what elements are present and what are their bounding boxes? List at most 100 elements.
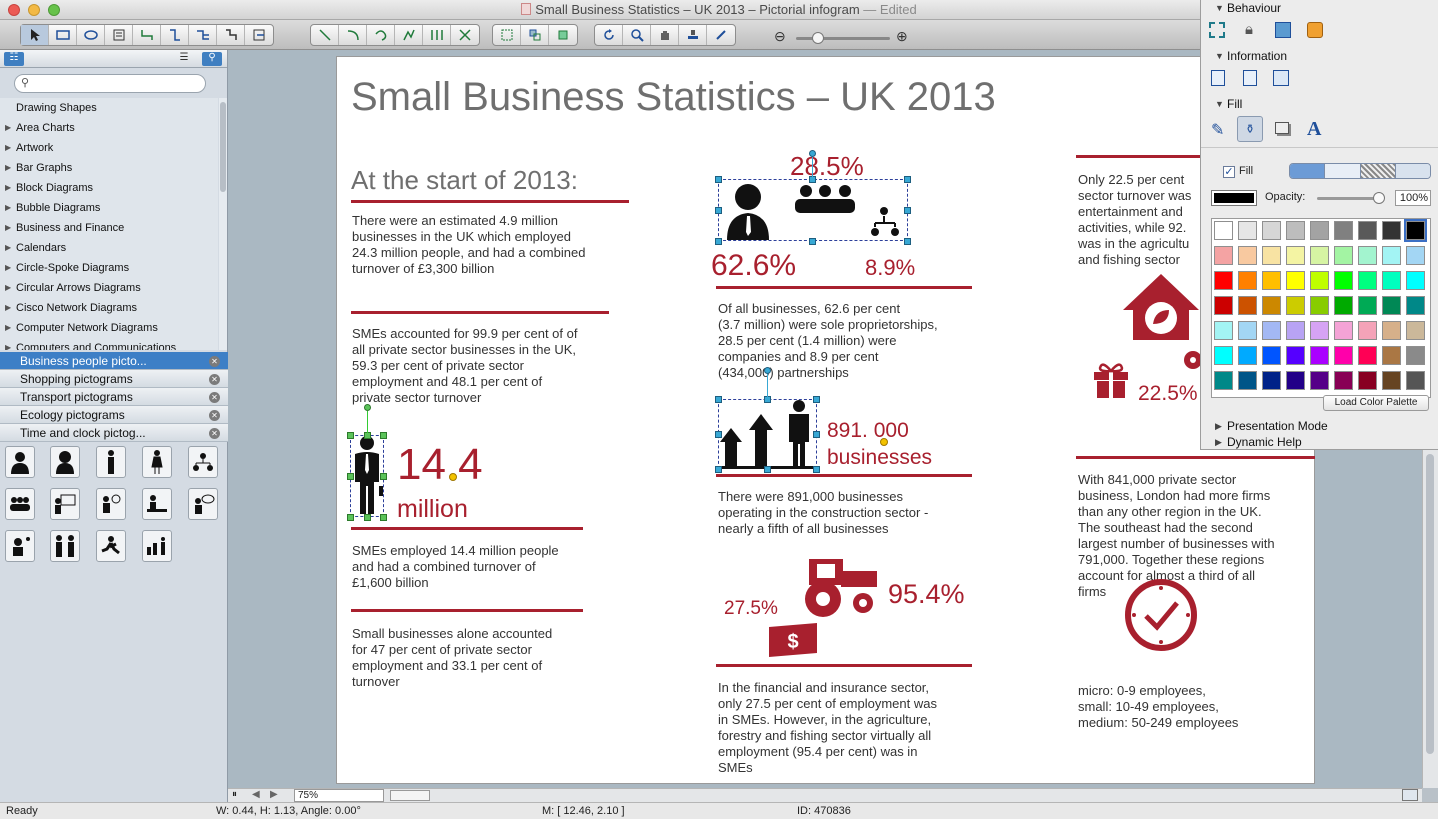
open-library-item[interactable]: Transport pictograms ✕ <box>0 388 228 406</box>
resize-handle[interactable] <box>715 207 722 214</box>
zoom-in-icon[interactable]: ⊕ <box>896 28 908 44</box>
color-swatch[interactable] <box>1262 296 1281 315</box>
desk-worker-shape-icon[interactable] <box>142 488 172 520</box>
rectangle-tool-icon[interactable] <box>49 25 77 45</box>
color-swatch[interactable] <box>1358 346 1377 365</box>
color-swatch[interactable] <box>1382 321 1401 340</box>
eyedropper-icon[interactable] <box>707 25 735 45</box>
fill-format-icon[interactable]: ⚱ <box>1237 116 1263 142</box>
color-swatch[interactable] <box>1286 346 1305 365</box>
woman-standing-shape-icon[interactable] <box>142 446 172 478</box>
library-search-input[interactable]: ⚲ <box>14 74 206 93</box>
color-swatch[interactable] <box>1262 246 1281 265</box>
connector-tool-icon[interactable] <box>133 25 161 45</box>
library-category-item[interactable]: ▶ Cisco Network Diagrams <box>0 298 218 318</box>
waiting-shape-icon[interactable] <box>96 488 126 520</box>
ungroup-icon[interactable] <box>521 25 549 45</box>
color-swatch[interactable] <box>1238 246 1257 265</box>
resize-handle[interactable] <box>904 238 911 245</box>
library-category-item[interactable]: ▶ Bar Graphs <box>0 158 218 178</box>
color-swatch[interactable] <box>1262 321 1281 340</box>
color-swatch[interactable] <box>1262 346 1281 365</box>
library-category-item[interactable]: ▶ Bubble Diagrams <box>0 198 218 218</box>
expand-arrow-icon[interactable]: ▶ <box>5 163 12 172</box>
expand-arrow-icon[interactable]: ▶ <box>5 243 12 252</box>
rotate-icon[interactable] <box>595 25 623 45</box>
arrange-icon[interactable] <box>549 25 577 45</box>
behaviour-section-header[interactable]: ▼ Behaviour <box>1215 1 1282 15</box>
resize-handle[interactable] <box>347 514 354 521</box>
expand-arrow-icon[interactable]: ▶ <box>5 183 12 192</box>
solid-fill-option[interactable] <box>1290 164 1326 178</box>
color-swatch[interactable] <box>1358 221 1377 240</box>
dynamic-help-section-header[interactable]: ▶ Dynamic Help <box>1215 435 1302 449</box>
selected-businessman-shape[interactable] <box>350 435 384 517</box>
page-next-icon[interactable]: ▶ <box>270 789 278 800</box>
library-category-item[interactable]: ▶ Computer Network Diagrams <box>0 318 218 338</box>
color-swatch[interactable] <box>1334 346 1353 365</box>
bezier-tool-icon[interactable] <box>423 25 451 45</box>
open-library-item[interactable]: Time and clock pictog... ✕ <box>0 424 228 442</box>
color-swatch[interactable] <box>1262 371 1281 390</box>
library-category-item[interactable]: ▶ Circle-Spoke Diagrams <box>0 258 218 278</box>
curve-tool-icon[interactable] <box>367 25 395 45</box>
color-swatch[interactable] <box>1406 321 1425 340</box>
resize-handle[interactable] <box>764 396 771 403</box>
close-library-icon[interactable]: ✕ <box>209 410 220 421</box>
resize-handle[interactable] <box>715 238 722 245</box>
resize-handle[interactable] <box>364 514 371 521</box>
stamp-tool-icon[interactable] <box>679 25 707 45</box>
open-library-item[interactable]: Shopping pictograms ✕ <box>0 370 228 388</box>
texture-fill-option[interactable] <box>1395 164 1430 178</box>
search-tab-icon[interactable]: ⚲ <box>202 52 222 66</box>
resize-handle[interactable] <box>904 176 911 183</box>
resize-handle[interactable] <box>364 432 371 439</box>
color-swatch[interactable] <box>1214 271 1233 290</box>
color-swatch[interactable] <box>1262 271 1281 290</box>
lock-icon[interactable]: 🔒︎ <box>1245 21 1253 38</box>
resize-handle[interactable] <box>904 207 911 214</box>
resize-handle[interactable] <box>813 431 820 438</box>
close-library-icon[interactable]: ✕ <box>209 428 220 439</box>
canvas-vertical-scrollbar[interactable] <box>1422 450 1438 788</box>
resize-handle[interactable] <box>813 466 820 473</box>
color-swatch[interactable] <box>1238 221 1257 240</box>
color-swatch[interactable] <box>1310 271 1329 290</box>
zoom-tool-icon[interactable] <box>623 25 651 45</box>
opacity-value[interactable]: 100% <box>1395 190 1431 206</box>
polyline-tool-icon[interactable] <box>395 25 423 45</box>
color-swatch[interactable] <box>1310 346 1329 365</box>
org-chart-shape-icon[interactable] <box>188 446 218 478</box>
rotation-handle[interactable] <box>364 404 371 411</box>
color-swatch[interactable] <box>1358 296 1377 315</box>
page-prev-icon[interactable]: ◀ <box>252 789 260 800</box>
expand-arrow-icon[interactable]: ▶ <box>5 143 12 152</box>
color-swatch[interactable] <box>1406 271 1425 290</box>
note-icon[interactable] <box>1211 70 1225 86</box>
fill-color-well[interactable] <box>1211 190 1257 206</box>
zoom-window-button[interactable] <box>48 4 60 16</box>
color-swatch[interactable] <box>1310 221 1329 240</box>
color-swatch[interactable] <box>1358 371 1377 390</box>
library-tree-tab-icon[interactable]: ☷ <box>4 52 24 66</box>
idea-man-shape-icon[interactable] <box>5 530 35 562</box>
businessman-shape-icon[interactable] <box>5 446 35 478</box>
speaker-shape-icon[interactable] <box>188 488 218 520</box>
line-format-icon[interactable]: ✎ <box>1211 122 1225 139</box>
growth-shape-icon[interactable] <box>142 530 172 562</box>
fill-checkbox[interactable]: ✓ <box>1223 166 1235 178</box>
pause-icon[interactable]: ⏸ <box>232 789 237 800</box>
running-man-shape-icon[interactable] <box>96 530 126 562</box>
color-swatch[interactable] <box>1382 371 1401 390</box>
expand-arrow-icon[interactable]: ▶ <box>5 263 12 272</box>
color-swatch[interactable] <box>1334 271 1353 290</box>
resize-behaviour-icon[interactable] <box>1209 22 1225 38</box>
color-swatch[interactable] <box>1286 371 1305 390</box>
duplicate-icon[interactable] <box>1273 70 1289 86</box>
resize-handle[interactable] <box>715 431 722 438</box>
color-swatch[interactable] <box>1382 296 1401 315</box>
resize-handle[interactable] <box>347 432 354 439</box>
close-library-icon[interactable]: ✕ <box>209 392 220 403</box>
color-swatch[interactable] <box>1406 371 1425 390</box>
color-swatch[interactable] <box>1404 219 1427 242</box>
